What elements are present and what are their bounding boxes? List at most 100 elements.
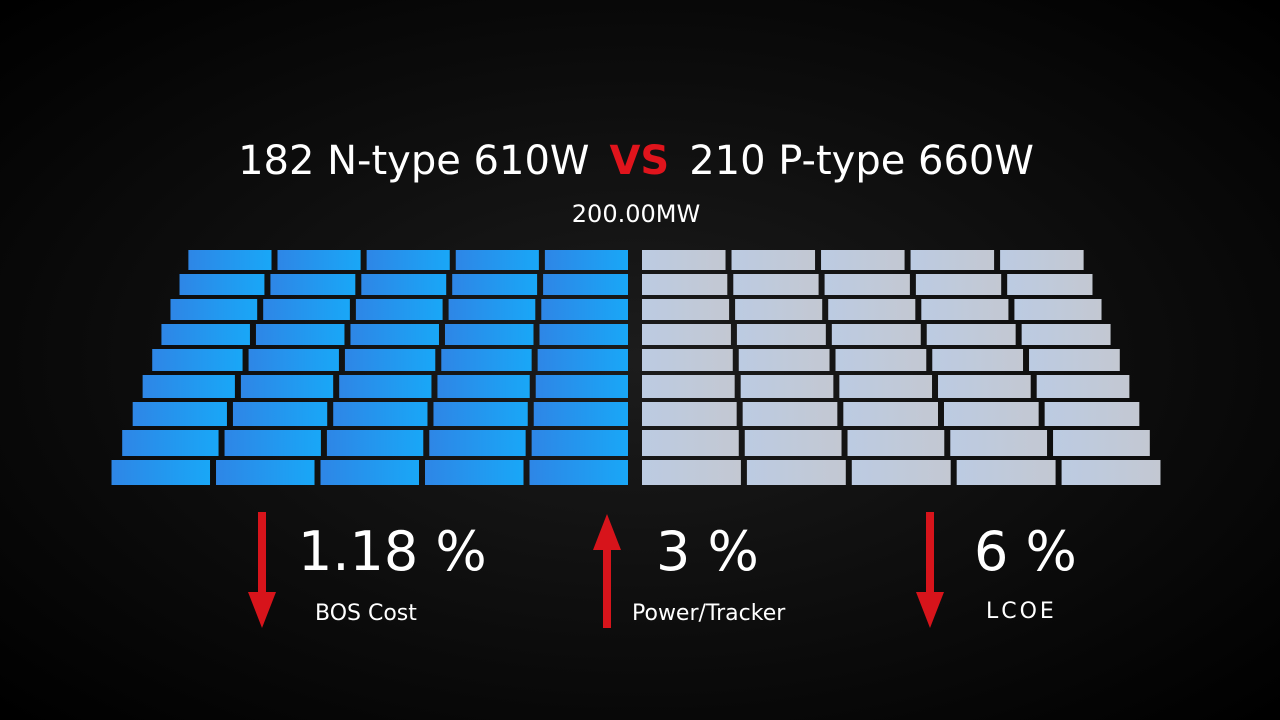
- solar-panel: [736, 324, 826, 345]
- solar-panel: [531, 430, 628, 456]
- solar-panel: [541, 299, 628, 320]
- solar-panel: [355, 299, 443, 320]
- solar-panel: [642, 299, 730, 320]
- solar-panel: [642, 460, 741, 485]
- solar-panel: [224, 430, 321, 456]
- arrow-down: [916, 512, 944, 628]
- solar-panel: [642, 430, 739, 456]
- solar-panel: [735, 299, 823, 320]
- solar-panel: [111, 460, 211, 485]
- solar-panel: [642, 324, 731, 345]
- solar-panel: [270, 274, 356, 295]
- solar-panel: [366, 250, 450, 270]
- solar-panel: [361, 274, 447, 295]
- solar-panel: [179, 274, 265, 295]
- solar-panel: [1061, 460, 1161, 485]
- solar-panel: [746, 460, 846, 485]
- solar-panel: [122, 430, 219, 456]
- solar-panel: [535, 375, 628, 398]
- solar-panel: [142, 375, 235, 398]
- solar-panel: [733, 274, 819, 295]
- solar-panel: [425, 460, 524, 485]
- solar-panel: [950, 430, 1048, 456]
- solar-panel: [1000, 250, 1084, 270]
- solar-panel: [339, 375, 432, 398]
- title-left: 182 N-type 610W: [238, 138, 589, 184]
- solar-panel: [642, 274, 728, 295]
- title-vs: VS: [609, 138, 669, 184]
- solar-panel: [350, 324, 439, 345]
- solar-panel: [831, 324, 921, 345]
- metric-value: 3 %: [656, 520, 759, 583]
- arrows: [248, 512, 944, 628]
- solar-panel: [333, 402, 428, 426]
- solar-panel: [263, 299, 350, 320]
- solar-panel: [539, 324, 628, 345]
- solar-panel: [828, 299, 916, 320]
- solar-panel: [956, 460, 1056, 485]
- solar-panel: [543, 274, 628, 295]
- solar-panel: [642, 402, 737, 426]
- solar-panel: [132, 402, 227, 426]
- solar-panel: [1044, 402, 1140, 426]
- solar-panel: [843, 402, 938, 426]
- solar-panel: [152, 349, 243, 371]
- solar-panel: [835, 349, 927, 371]
- solar-panel: [938, 375, 1031, 398]
- solar-panel: [731, 250, 816, 270]
- solar-panel: [642, 349, 733, 371]
- solar-panel: [232, 402, 328, 426]
- solar-panel: [1036, 375, 1130, 398]
- solar-panel: [248, 349, 339, 371]
- solar-panel: [344, 349, 436, 371]
- solar-panel: [824, 274, 910, 295]
- solar-panel: [529, 460, 628, 485]
- subtitle: 200.00MW: [572, 200, 700, 228]
- solar-panel: [642, 375, 735, 398]
- solar-panel: [448, 299, 536, 320]
- solar-panel: [240, 375, 334, 398]
- solar-panel: [921, 299, 1009, 320]
- solar-panel: [544, 250, 628, 270]
- solar-panel: [851, 460, 951, 485]
- arrow-up: [593, 514, 621, 628]
- solar-panel: [738, 349, 830, 371]
- solar-panel: [216, 460, 315, 485]
- solar-panel: [326, 430, 424, 456]
- panel-array: [111, 250, 1161, 485]
- solar-panel: [433, 402, 528, 426]
- solar-panel: [740, 375, 834, 398]
- solar-panel: [444, 324, 534, 345]
- solar-panel: [452, 274, 538, 295]
- solar-panel: [455, 250, 539, 270]
- solar-panel: [537, 349, 628, 371]
- solar-panel: [188, 250, 272, 270]
- metric-label: BOS Cost: [315, 601, 417, 626]
- solar-panel: [847, 430, 945, 456]
- solar-panel: [441, 349, 532, 371]
- title-right: 210 P-type 660W: [689, 138, 1034, 184]
- solar-panel: [533, 402, 628, 426]
- solar-panel: [1007, 274, 1093, 295]
- solar-panel: [161, 324, 250, 345]
- solar-panel: [277, 250, 361, 270]
- title: 182 N-type 610W VS 210 P-type 660W: [238, 138, 1034, 184]
- metric-value: 1.18 %: [298, 520, 487, 583]
- solar-panel: [744, 430, 842, 456]
- solar-panel: [915, 274, 1002, 295]
- metric-label: LCOE: [986, 599, 1057, 624]
- solar-panel: [1014, 299, 1102, 320]
- solar-panel: [255, 324, 345, 345]
- solar-panel: [429, 430, 526, 456]
- solar-panel: [170, 299, 258, 320]
- solar-panel: [642, 250, 726, 270]
- solar-panel: [943, 402, 1039, 426]
- solar-panel: [742, 402, 838, 426]
- solar-panel: [1021, 324, 1111, 345]
- arrow-down: [248, 512, 276, 628]
- solar-panel: [1029, 349, 1120, 371]
- solar-panel: [821, 250, 905, 270]
- solar-panel: [926, 324, 1016, 345]
- metric-label: Power/Tracker: [632, 601, 786, 626]
